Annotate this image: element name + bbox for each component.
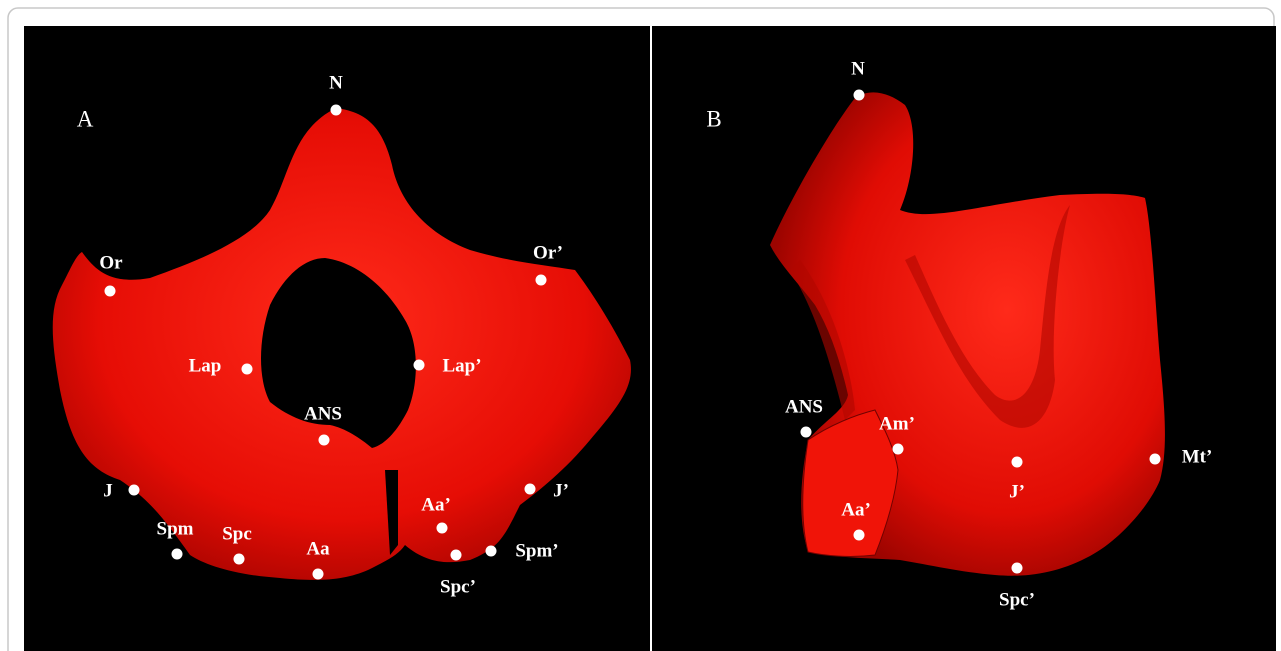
landmark-dot — [1012, 563, 1023, 574]
landmark-dot — [801, 427, 812, 438]
landmark-label: Spc — [222, 523, 252, 544]
landmark-dot — [242, 364, 253, 375]
landmark-dot — [319, 435, 330, 446]
landmark-dot — [893, 444, 904, 455]
landmark-label: Aa’ — [841, 499, 871, 520]
landmark-label: Or’ — [533, 242, 563, 263]
landmark-dot — [536, 275, 547, 286]
landmark-label: N — [851, 58, 865, 79]
landmark-label: J — [103, 480, 113, 501]
landmark-dot — [1150, 454, 1161, 465]
landmark-dot — [486, 546, 497, 557]
landmark-dot — [525, 484, 536, 495]
landmark-label: Lap’ — [442, 355, 481, 376]
figure: A N Or Or’ Lap Lap’ ANS J J’ Spm Spc Aa Aa’ Spc’ Spm’ B… — [0, 0, 1281, 651]
landmark-dot — [172, 549, 183, 560]
landmark-label: Spm — [157, 518, 194, 539]
landmark-label: Lap — [189, 355, 222, 376]
panel-label: B — [706, 106, 721, 131]
landmark-dot — [313, 569, 324, 580]
landmark-label: Or — [99, 252, 123, 273]
landmark-dot — [414, 360, 425, 371]
landmark-dot — [451, 550, 462, 561]
landmark-dot — [105, 286, 116, 297]
landmark-label: Spc’ — [440, 576, 476, 597]
landmark-label: Aa — [306, 538, 330, 559]
landmark-label: Aa’ — [421, 494, 451, 515]
landmark-label: Am’ — [879, 413, 915, 434]
landmark-dot — [331, 105, 342, 116]
landmark-label: ANS — [304, 403, 342, 424]
landmark-label: Spm’ — [515, 540, 558, 561]
landmark-dot — [854, 530, 865, 541]
landmark-dot — [437, 523, 448, 534]
landmark-label: J’ — [1009, 481, 1025, 502]
landmark-dot — [1012, 457, 1023, 468]
landmark-label: J’ — [553, 480, 569, 501]
panel-label: A — [77, 106, 94, 131]
landmark-label: Mt’ — [1182, 446, 1213, 467]
landmark-label: N — [329, 72, 343, 93]
landmark-label: Spc’ — [999, 589, 1035, 610]
landmark-label: ANS — [785, 396, 823, 417]
landmark-dot — [854, 90, 865, 101]
landmark-dot — [129, 485, 140, 496]
landmark-dot — [234, 554, 245, 565]
